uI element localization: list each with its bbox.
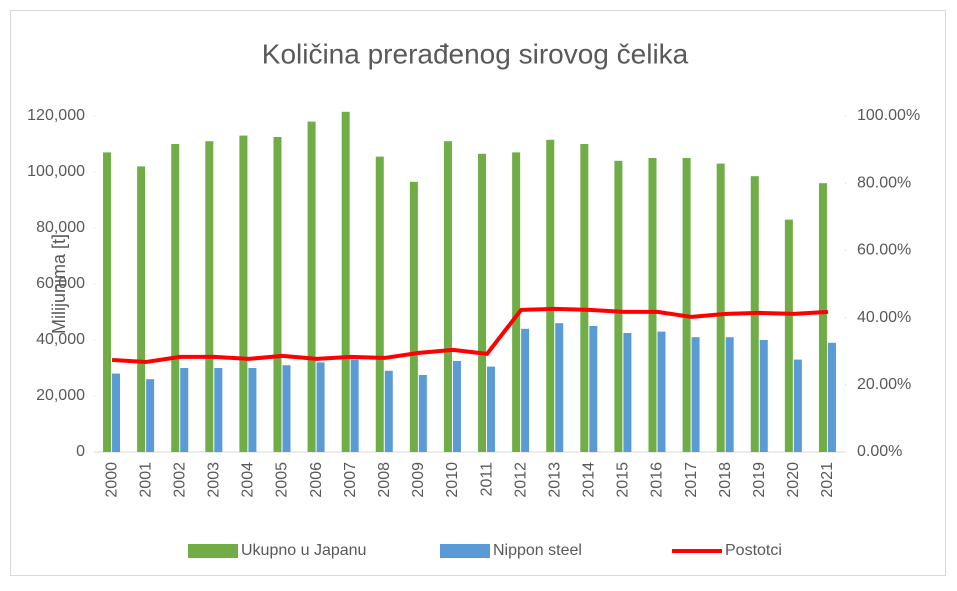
bar: [512, 152, 521, 452]
x-tick-label: 2013: [546, 462, 563, 498]
bar: [478, 153, 487, 453]
y2-tick-label: 100.00%: [857, 107, 920, 124]
bar: [443, 141, 452, 452]
x-tick-label: 2015: [615, 462, 632, 498]
x-tick-label: 2004: [240, 462, 257, 498]
x-tick-label: 2018: [717, 462, 734, 498]
legend-label: Nippon steel: [493, 542, 582, 559]
y-tick-label: 20,000: [36, 387, 85, 404]
x-tick-label: 2009: [410, 462, 427, 498]
x-tick-label: 2017: [683, 462, 700, 498]
legend-swatch: [188, 544, 238, 558]
legend-swatch: [440, 544, 490, 558]
bar: [784, 219, 793, 452]
bar: [521, 328, 530, 452]
y-tick-label: 60,000: [36, 275, 85, 292]
y-tick-label: 100,000: [27, 163, 85, 180]
x-tick-label: 2001: [137, 462, 154, 498]
bar: [657, 331, 666, 452]
legend-label: Postotci: [725, 542, 782, 559]
y-tick-label: 120,000: [27, 107, 85, 124]
bar: [282, 365, 291, 452]
x-tick-label: 2007: [342, 462, 359, 498]
y2-tick-label: 60.00%: [857, 242, 911, 259]
y2-tick-label: 80.00%: [857, 174, 911, 191]
x-tick-label: 2019: [751, 462, 768, 498]
bar: [205, 141, 214, 452]
bar: [180, 368, 189, 452]
x-tick-label: 2014: [581, 462, 598, 498]
y2-tick-label: 0.00%: [857, 443, 902, 460]
bar: [171, 144, 180, 452]
bar: [818, 183, 827, 452]
bar: [112, 373, 121, 452]
chart-title: Količina prerađenog sirovog čelika: [262, 38, 689, 69]
bar: [691, 337, 700, 452]
bar: [248, 368, 257, 452]
x-tick-label: 2021: [819, 462, 836, 498]
bar: [589, 326, 598, 452]
y2-tick-label: 20.00%: [857, 376, 911, 393]
y2-tick-label: 40.00%: [857, 309, 911, 326]
bar: [623, 333, 632, 452]
bar: [682, 158, 691, 452]
bar: [487, 366, 496, 452]
bar: [350, 359, 359, 452]
x-tick-label: 2020: [785, 462, 802, 498]
x-tick-label: 2010: [444, 462, 461, 498]
bar: [580, 144, 589, 452]
y-tick-label: 0: [76, 443, 85, 460]
bar: [273, 137, 282, 452]
x-tick-label: 2002: [171, 462, 188, 498]
bar: [716, 163, 725, 452]
x-tick-label: 2011: [478, 462, 495, 497]
bar: [555, 323, 564, 452]
x-tick-label: 2008: [376, 462, 393, 498]
bar: [827, 342, 836, 452]
bar: [648, 158, 657, 452]
x-tick-label: 2003: [206, 462, 223, 498]
bar: [409, 181, 418, 453]
y-axis-label: Milijunima [t]: [49, 234, 69, 334]
bar: [137, 166, 146, 452]
bar: [546, 139, 555, 453]
line: [111, 306, 829, 364]
y-tick-label: 80,000: [36, 219, 85, 236]
bar: [793, 359, 802, 452]
bar: [725, 337, 734, 452]
bar: [307, 121, 316, 452]
bar: [375, 156, 384, 452]
bar: [341, 111, 350, 453]
x-tick-label: 2005: [274, 462, 291, 498]
bar: [146, 379, 155, 452]
bar: [239, 135, 248, 452]
bar: [418, 375, 427, 452]
bar: [759, 340, 768, 452]
bar: [214, 368, 223, 452]
y-tick-label: 40,000: [36, 331, 85, 348]
x-tick-label: 2012: [512, 462, 529, 498]
bar: [384, 370, 393, 452]
bar: [103, 152, 112, 452]
bar: [614, 160, 623, 453]
x-tick-label: 2006: [308, 462, 325, 498]
legend-label: Ukupno u Japanu: [241, 542, 366, 559]
x-tick-label: 2000: [103, 462, 120, 498]
bar: [316, 362, 325, 452]
x-tick-label: 2016: [649, 462, 666, 498]
bar: [452, 361, 461, 452]
